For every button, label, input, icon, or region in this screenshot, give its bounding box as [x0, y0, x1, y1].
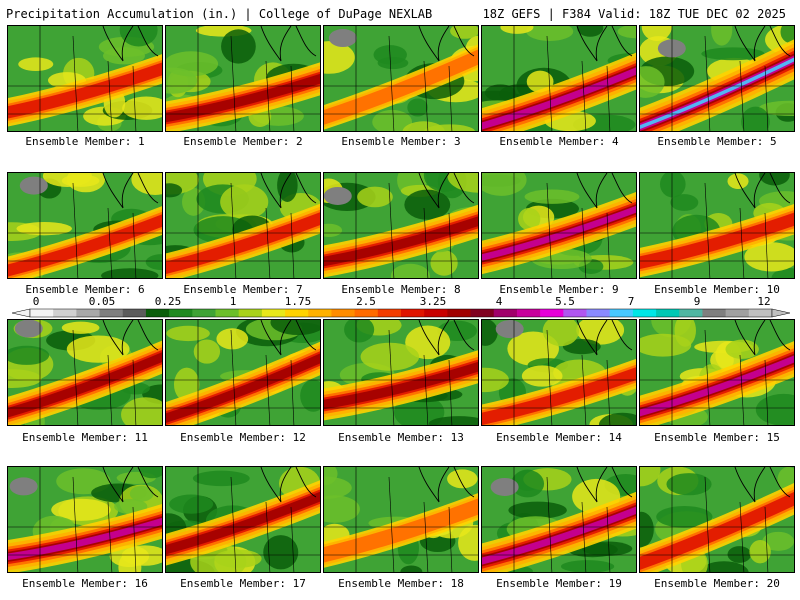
- legend-label: 7: [627, 295, 635, 308]
- member-map-11: [7, 319, 163, 426]
- legend-swatch: [656, 309, 680, 317]
- legend-label: 1: [229, 295, 237, 308]
- legend-swatch: [586, 309, 611, 317]
- legend-swatch: [679, 309, 703, 317]
- member-caption-15: Ensemble Member: 15: [654, 431, 780, 444]
- member-caption-12: Ensemble Member: 12: [180, 431, 306, 444]
- member-map-16: [7, 466, 163, 573]
- legend-label: 2.5: [356, 295, 376, 308]
- legend-swatch: [145, 309, 170, 317]
- member-caption-13: Ensemble Member: 13: [338, 431, 464, 444]
- legend-label: 12: [757, 295, 771, 308]
- member-caption-16: Ensemble Member: 16: [22, 577, 148, 590]
- legend-label: 3.25: [419, 295, 447, 308]
- color-scale-bar: [11, 308, 791, 318]
- member-caption-5: Ensemble Member: 5: [657, 135, 777, 148]
- model-run-info: 18Z GEFS | F384 Valid: 18Z TUE DEC 02 20…: [482, 7, 786, 21]
- member-map-18: [323, 466, 479, 573]
- member-caption-17: Ensemble Member: 17: [180, 577, 306, 590]
- member-map-12: [165, 319, 321, 426]
- member-map-20: [639, 466, 795, 573]
- member-map-10: [639, 172, 795, 279]
- legend-swatch: [331, 309, 356, 317]
- member-caption-11: Ensemble Member: 11: [22, 431, 148, 444]
- legend-swatch: [493, 309, 518, 317]
- legend-swatch: [169, 309, 193, 317]
- member-map-15: [639, 319, 795, 426]
- legend-label: 0.05: [88, 295, 116, 308]
- legend-swatch: [725, 309, 750, 317]
- legend-swatch: [563, 309, 587, 317]
- legend-swatch: [748, 309, 773, 317]
- member-caption-1: Ensemble Member: 1: [25, 135, 145, 148]
- legend-swatch: [377, 309, 402, 317]
- member-map-5: [639, 25, 795, 132]
- legend-swatch: [632, 309, 657, 317]
- member-map-19: [481, 466, 637, 573]
- legend-label: 4: [495, 295, 503, 308]
- member-map-1: [7, 25, 163, 132]
- legend-swatch: [354, 309, 379, 317]
- member-caption-7: Ensemble Member: 7: [183, 283, 303, 296]
- member-map-14: [481, 319, 637, 426]
- member-caption-10: Ensemble Member: 10: [654, 283, 780, 296]
- legend-label: 0.25: [154, 295, 182, 308]
- legend-swatch: [447, 309, 472, 317]
- legend-swatch: [192, 309, 216, 317]
- color-scale-legend: 0 0.05 0.25 1 1.75 2.5 3.25 4 5.5 7 9 12: [0, 296, 800, 320]
- member-map-7: [165, 172, 321, 279]
- member-map-2: [165, 25, 321, 132]
- legend-swatch: [424, 309, 448, 317]
- member-caption-18: Ensemble Member: 18: [338, 577, 464, 590]
- legend-swatch: [261, 309, 286, 317]
- member-map-17: [165, 466, 321, 573]
- legend-swatch: [702, 309, 727, 317]
- member-caption-8: Ensemble Member: 8: [341, 283, 461, 296]
- member-caption-19: Ensemble Member: 19: [496, 577, 622, 590]
- legend-swatch: [401, 309, 425, 317]
- legend-swatch: [308, 309, 332, 317]
- member-map-3: [323, 25, 479, 132]
- legend-swatch: [30, 309, 54, 317]
- member-caption-2: Ensemble Member: 2: [183, 135, 303, 148]
- legend-label: 0: [32, 295, 40, 308]
- legend-label: 5.5: [555, 295, 575, 308]
- legend-swatch: [470, 309, 495, 317]
- legend-swatch: [540, 309, 564, 317]
- member-caption-4: Ensemble Member: 4: [499, 135, 619, 148]
- legend-swatch: [76, 309, 101, 317]
- legend-swatch: [238, 309, 263, 317]
- member-map-9: [481, 172, 637, 279]
- legend-swatch: [516, 309, 541, 317]
- member-caption-6: Ensemble Member: 6: [25, 283, 145, 296]
- member-map-13: [323, 319, 479, 426]
- member-caption-9: Ensemble Member: 9: [499, 283, 619, 296]
- member-caption-3: Ensemble Member: 3: [341, 135, 461, 148]
- legend-swatch: [53, 309, 77, 317]
- legend-swatch: [285, 309, 309, 317]
- legend-swatch: [122, 309, 147, 317]
- member-map-8: [323, 172, 479, 279]
- member-caption-20: Ensemble Member: 20: [654, 577, 780, 590]
- legend-label: 9: [693, 295, 701, 308]
- legend-swatch: [609, 309, 634, 317]
- member-caption-14: Ensemble Member: 14: [496, 431, 622, 444]
- member-map-4: [481, 25, 637, 132]
- legend-label: 1.75: [284, 295, 312, 308]
- map-title: Precipitation Accumulation (in.) | Colle…: [6, 7, 433, 21]
- member-map-6: [7, 172, 163, 279]
- legend-swatch: [215, 309, 240, 317]
- legend-swatch: [99, 309, 124, 317]
